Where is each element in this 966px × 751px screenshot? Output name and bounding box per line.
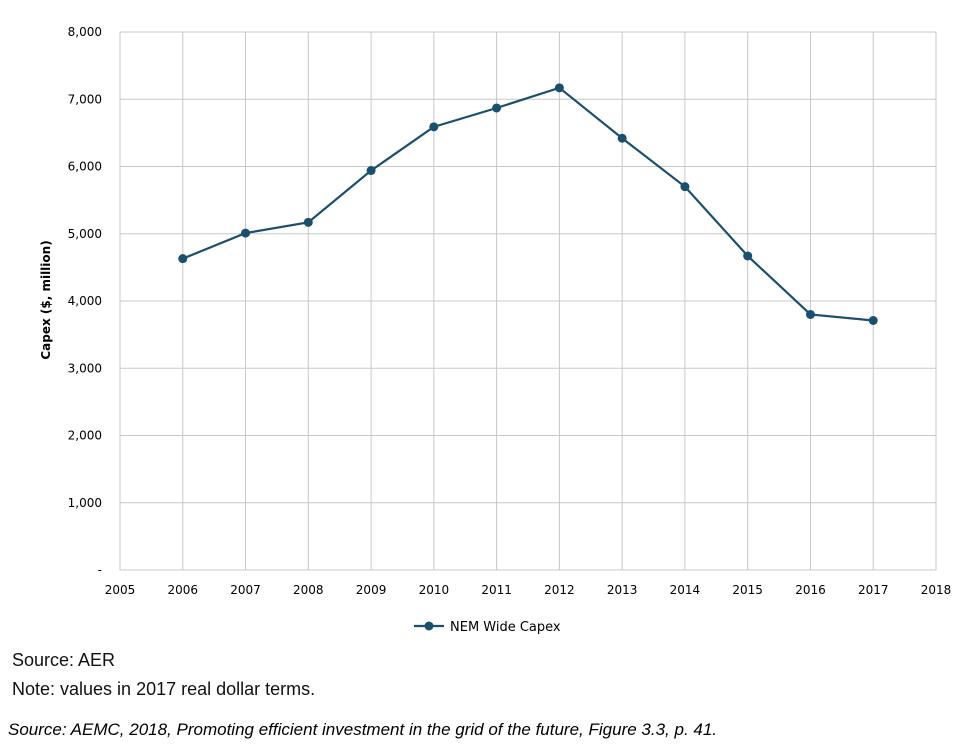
data-point <box>241 228 251 238</box>
data-point <box>303 217 313 227</box>
y-tick-label: 1,000 <box>68 496 102 510</box>
y-tick-label: - <box>98 563 102 577</box>
series-line <box>182 86 874 322</box>
y-tick-label: 7,000 <box>68 92 102 106</box>
x-tick-label: 2007 <box>230 583 261 597</box>
data-point <box>429 122 439 132</box>
legend: NEM Wide Capex <box>414 620 561 635</box>
x-tick-label: 2006 <box>167 583 198 597</box>
y-axis-label: Capex ($, million) <box>39 240 53 359</box>
data-point <box>492 103 502 113</box>
legend-label: NEM Wide Capex <box>450 620 561 635</box>
data-point <box>805 309 815 319</box>
values-note: Note: values in 2017 real dollar terms. <box>12 679 316 699</box>
y-tick-label: 3,000 <box>68 361 102 375</box>
data-point <box>680 182 690 192</box>
x-tick-label: 2012 <box>544 583 575 597</box>
series-group <box>178 83 878 326</box>
y-axis-ticks: - 1,000 2,000 3,000 4,000 5,000 6,000 7,000 8,00… <box>68 25 102 577</box>
x-tick-label: 2008 <box>293 583 324 597</box>
y-tick-label: 8,000 <box>68 25 102 39</box>
data-point <box>554 83 564 93</box>
y-tick-label: 4,000 <box>68 294 102 308</box>
x-tick-label: 2015 <box>732 583 763 597</box>
y-tick-label: 6,000 <box>68 160 102 174</box>
data-point <box>868 316 878 326</box>
x-tick-label: 2010 <box>419 583 450 597</box>
x-tick-label: 2009 <box>356 583 387 597</box>
capex-line-chart: 2005 2006 2007 2008 2009 2010 2011 2012 2013 2014… <box>39 25 952 635</box>
x-tick-label: 2017 <box>858 583 889 597</box>
x-tick-label: 2005 <box>105 583 136 597</box>
y-tick-label: 5,000 <box>68 227 102 241</box>
x-axis-ticks: 2005 2006 2007 2008 2009 2010 2011 2012 2013 2014… <box>105 583 952 597</box>
data-point <box>617 133 627 143</box>
chart-grid <box>119 31 937 571</box>
citation: Source: AEMC, 2018, Promoting efficient … <box>8 720 718 739</box>
data-point <box>178 254 188 264</box>
x-tick-label: 2018 <box>921 583 952 597</box>
data-point <box>743 251 753 261</box>
x-tick-label: 2011 <box>481 583 512 597</box>
x-tick-label: 2016 <box>795 583 826 597</box>
data-point <box>366 166 376 176</box>
source-note: Source: AER <box>12 650 116 670</box>
x-tick-label: 2014 <box>670 583 701 597</box>
y-tick-label: 2,000 <box>68 429 102 443</box>
legend-marker <box>424 621 434 631</box>
x-tick-label: 2013 <box>607 583 638 597</box>
